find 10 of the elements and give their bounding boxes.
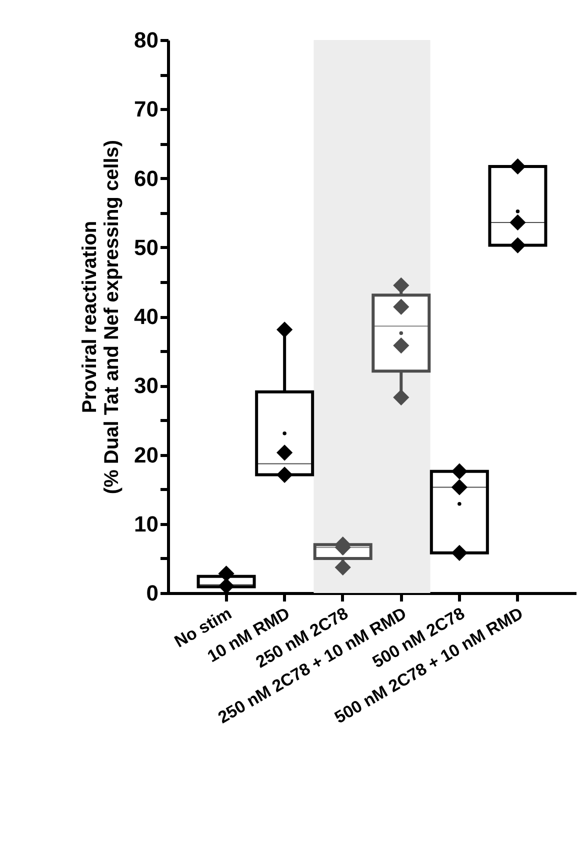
y-tick-label: 30 [134,373,158,398]
y-tick-label: 60 [134,166,158,191]
y-tick-label: 40 [134,304,158,329]
y-tick-label: 20 [134,442,158,468]
y-tick-label: 80 [134,28,158,52]
y-tick-label: 0 [146,580,158,606]
y-tick-label: 50 [134,234,158,260]
y-tick-label: 70 [134,96,158,122]
y-axis-title: Proviral reactivation (% Dual Tat and Nef expressing cells) [79,140,124,494]
y-tick-label: 10 [134,511,158,536]
